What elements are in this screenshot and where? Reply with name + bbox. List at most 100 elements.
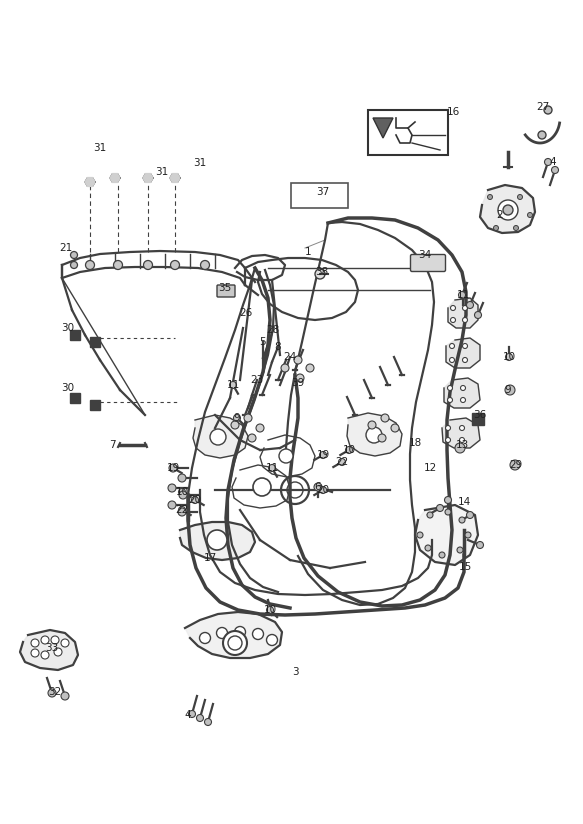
Circle shape [445,438,451,442]
Text: 20: 20 [317,485,329,495]
Text: 22: 22 [175,505,189,515]
Polygon shape [480,185,535,233]
Circle shape [448,397,452,402]
Circle shape [545,158,552,166]
Circle shape [437,504,444,512]
FancyBboxPatch shape [472,413,484,425]
Circle shape [459,438,465,442]
Circle shape [230,382,237,388]
Bar [291,183,348,208]
Circle shape [417,532,423,538]
Text: 39: 39 [292,378,305,388]
Circle shape [466,512,473,518]
Polygon shape [373,118,393,138]
Circle shape [505,385,515,395]
Polygon shape [20,630,78,670]
Circle shape [462,344,468,349]
Circle shape [51,636,59,644]
Text: 10: 10 [264,605,276,615]
Circle shape [455,443,465,453]
Circle shape [439,552,445,558]
Circle shape [552,166,559,174]
Text: 6: 6 [315,482,321,492]
Circle shape [170,260,180,269]
Circle shape [201,260,209,269]
Text: 18: 18 [408,438,422,448]
Text: 11: 11 [265,463,279,473]
Circle shape [448,386,452,391]
Circle shape [114,260,122,269]
Text: 30: 30 [61,323,75,333]
Circle shape [306,364,314,372]
Text: 10: 10 [175,487,188,497]
Polygon shape [193,415,248,458]
Circle shape [458,292,465,298]
Circle shape [451,306,455,311]
FancyBboxPatch shape [70,330,80,340]
Text: 10: 10 [503,352,515,362]
Text: 1: 1 [305,247,311,257]
Circle shape [234,414,241,422]
Text: 31: 31 [156,167,168,177]
Circle shape [196,714,203,722]
Circle shape [465,532,471,538]
Circle shape [71,261,78,269]
Circle shape [178,489,185,495]
Text: 19: 19 [317,450,329,460]
Circle shape [445,509,451,515]
Text: 37: 37 [317,187,329,197]
Text: 10: 10 [342,445,356,455]
Circle shape [207,530,227,550]
Polygon shape [448,298,478,328]
Circle shape [451,317,455,322]
Circle shape [179,491,187,499]
Text: 8: 8 [275,342,282,352]
Text: 30: 30 [61,383,75,393]
Circle shape [244,414,252,422]
Circle shape [381,414,389,422]
Circle shape [314,483,322,491]
Text: 5: 5 [259,337,266,347]
Circle shape [518,194,522,199]
Circle shape [231,421,239,429]
Circle shape [461,386,465,391]
Circle shape [48,689,56,697]
Text: 31: 31 [194,158,206,168]
Bar [368,110,448,155]
Circle shape [41,636,49,644]
Circle shape [528,213,532,218]
Text: 32: 32 [48,687,62,697]
Polygon shape [180,522,255,560]
Circle shape [234,626,245,638]
Circle shape [266,606,273,614]
Circle shape [86,260,94,269]
Text: 27: 27 [536,102,550,112]
Circle shape [210,429,226,445]
Circle shape [339,458,346,466]
Circle shape [294,356,302,364]
Text: 13: 13 [455,440,469,450]
Circle shape [487,194,493,199]
Text: 2: 2 [497,210,503,220]
Circle shape [54,648,62,656]
Circle shape [205,719,212,725]
Circle shape [462,358,468,363]
FancyBboxPatch shape [217,285,235,297]
Text: 33: 33 [45,643,59,653]
Circle shape [223,631,247,655]
Text: 14: 14 [458,497,470,507]
Circle shape [466,302,473,308]
Circle shape [459,425,465,430]
FancyBboxPatch shape [70,393,80,403]
Polygon shape [415,505,478,565]
FancyBboxPatch shape [90,337,100,347]
Circle shape [266,634,278,645]
Circle shape [475,311,482,319]
Circle shape [459,292,466,298]
Text: 29: 29 [510,460,522,470]
Circle shape [378,434,386,442]
FancyBboxPatch shape [90,400,100,410]
Circle shape [269,465,276,471]
FancyBboxPatch shape [410,255,445,271]
Circle shape [178,507,185,513]
